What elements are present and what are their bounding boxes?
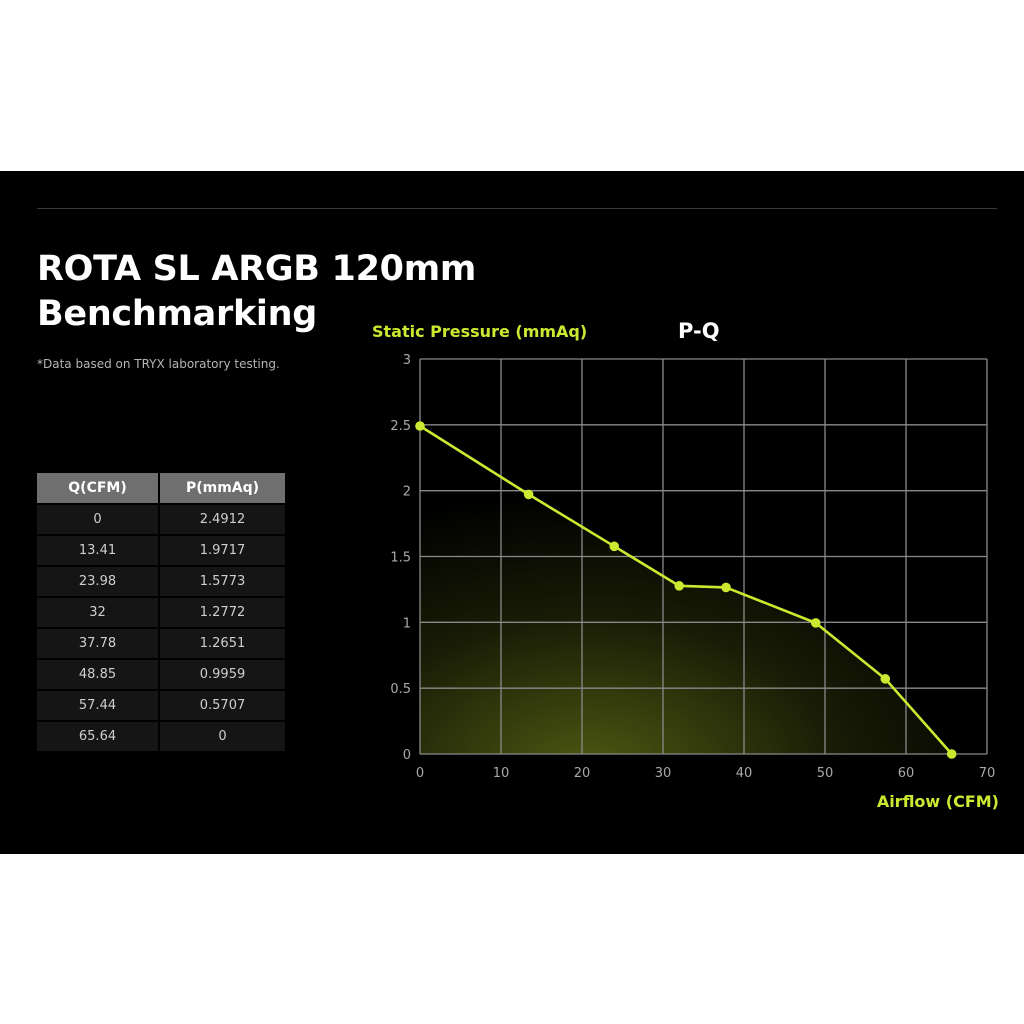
series-line	[419, 424, 953, 755]
table-cell-p: 1.2651	[159, 627, 285, 659]
table-cell-p: 0.9959	[159, 658, 285, 690]
column-header-q: Q(CFM)	[37, 473, 160, 504]
table-cell-p: 1.2772	[159, 596, 285, 628]
table-row: 37.78 1.2651	[37, 627, 285, 659]
data-table: Q(CFM) P(mmAq) 0 2.4912 13.41 1.9717 23.…	[37, 473, 285, 751]
table-cell-q: 13.41	[37, 534, 160, 566]
top-divider	[37, 208, 997, 209]
table-cell-q: 37.78	[37, 627, 160, 659]
table-row: 57.44 0.5707	[37, 689, 285, 721]
table-cell-p: 0	[159, 720, 285, 751]
data-point	[523, 489, 534, 500]
x-tick-label: 40	[736, 766, 753, 781]
x-tick-label: 60	[898, 766, 915, 781]
table-cell-q: 57.44	[37, 689, 160, 721]
x-tick-label: 70	[979, 766, 996, 781]
data-point	[721, 582, 731, 593]
benchmark-panel: ROTA SL ARGB 120mm Benchmarking *Data ba…	[0, 171, 1024, 854]
table-row: 0 2.4912	[37, 503, 285, 535]
title-line-2: Benchmarking	[37, 294, 317, 334]
table-row: 23.98 1.5773	[37, 565, 285, 597]
page-title: ROTA SL ARGB 120mm Benchmarking	[37, 247, 476, 337]
table-cell-p: 2.4912	[159, 503, 285, 535]
table-row: 48.85 0.9959	[37, 658, 285, 690]
table-cell-p: 0.5707	[159, 689, 285, 721]
table-cell-q: 23.98	[37, 565, 160, 597]
table-row: 65.64 0	[37, 720, 285, 751]
table-cell-q: 65.64	[37, 720, 160, 751]
y-tick-label: 1	[403, 616, 411, 631]
table-cell-q: 48.85	[37, 658, 160, 690]
chart-title: P-Q	[678, 319, 720, 343]
pq-chart: 0 10 20 30 40 50 60 70 0 0.5 1 1.5 2 2.5 3	[390, 353, 996, 781]
y-tick-label: 0	[403, 748, 411, 763]
data-note: *Data based on TRYX laboratory testing.	[37, 357, 280, 371]
y-tick-label: 0.5	[390, 682, 411, 697]
x-tick-label: 20	[574, 766, 591, 781]
table-cell-p: 1.5773	[159, 565, 285, 597]
x-tick-label: 0	[416, 766, 424, 781]
table-row: 13.41 1.9717	[37, 534, 285, 566]
y-tick-label: 2.5	[390, 419, 411, 434]
x-tick-label: 30	[655, 766, 672, 781]
table-row: 32 1.2772	[37, 596, 285, 628]
column-header-p: P(mmAq)	[159, 473, 285, 504]
y-axis-label: Static Pressure (mmAq)	[372, 322, 588, 341]
x-tick-label: 50	[817, 766, 834, 781]
table-cell-q: 32	[37, 596, 160, 628]
data-point	[415, 421, 425, 431]
area-glow	[420, 425, 952, 754]
table-header-row: Q(CFM) P(mmAq)	[37, 473, 285, 504]
data-point	[609, 541, 620, 552]
data-point	[674, 581, 684, 591]
title-line-1: ROTA SL ARGB 120mm	[37, 249, 477, 289]
y-tick-label: 2	[403, 485, 411, 500]
table-cell-q: 0	[37, 503, 160, 535]
y-tick-label: 1.5	[390, 551, 411, 566]
x-tick-label: 10	[493, 766, 510, 781]
x-axis-label: Airflow (CFM)	[876, 792, 999, 811]
data-point	[946, 749, 957, 759]
y-tick-label: 3	[403, 353, 411, 368]
data-point	[810, 618, 821, 628]
data-point	[880, 674, 891, 684]
table-cell-p: 1.9717	[159, 534, 285, 566]
